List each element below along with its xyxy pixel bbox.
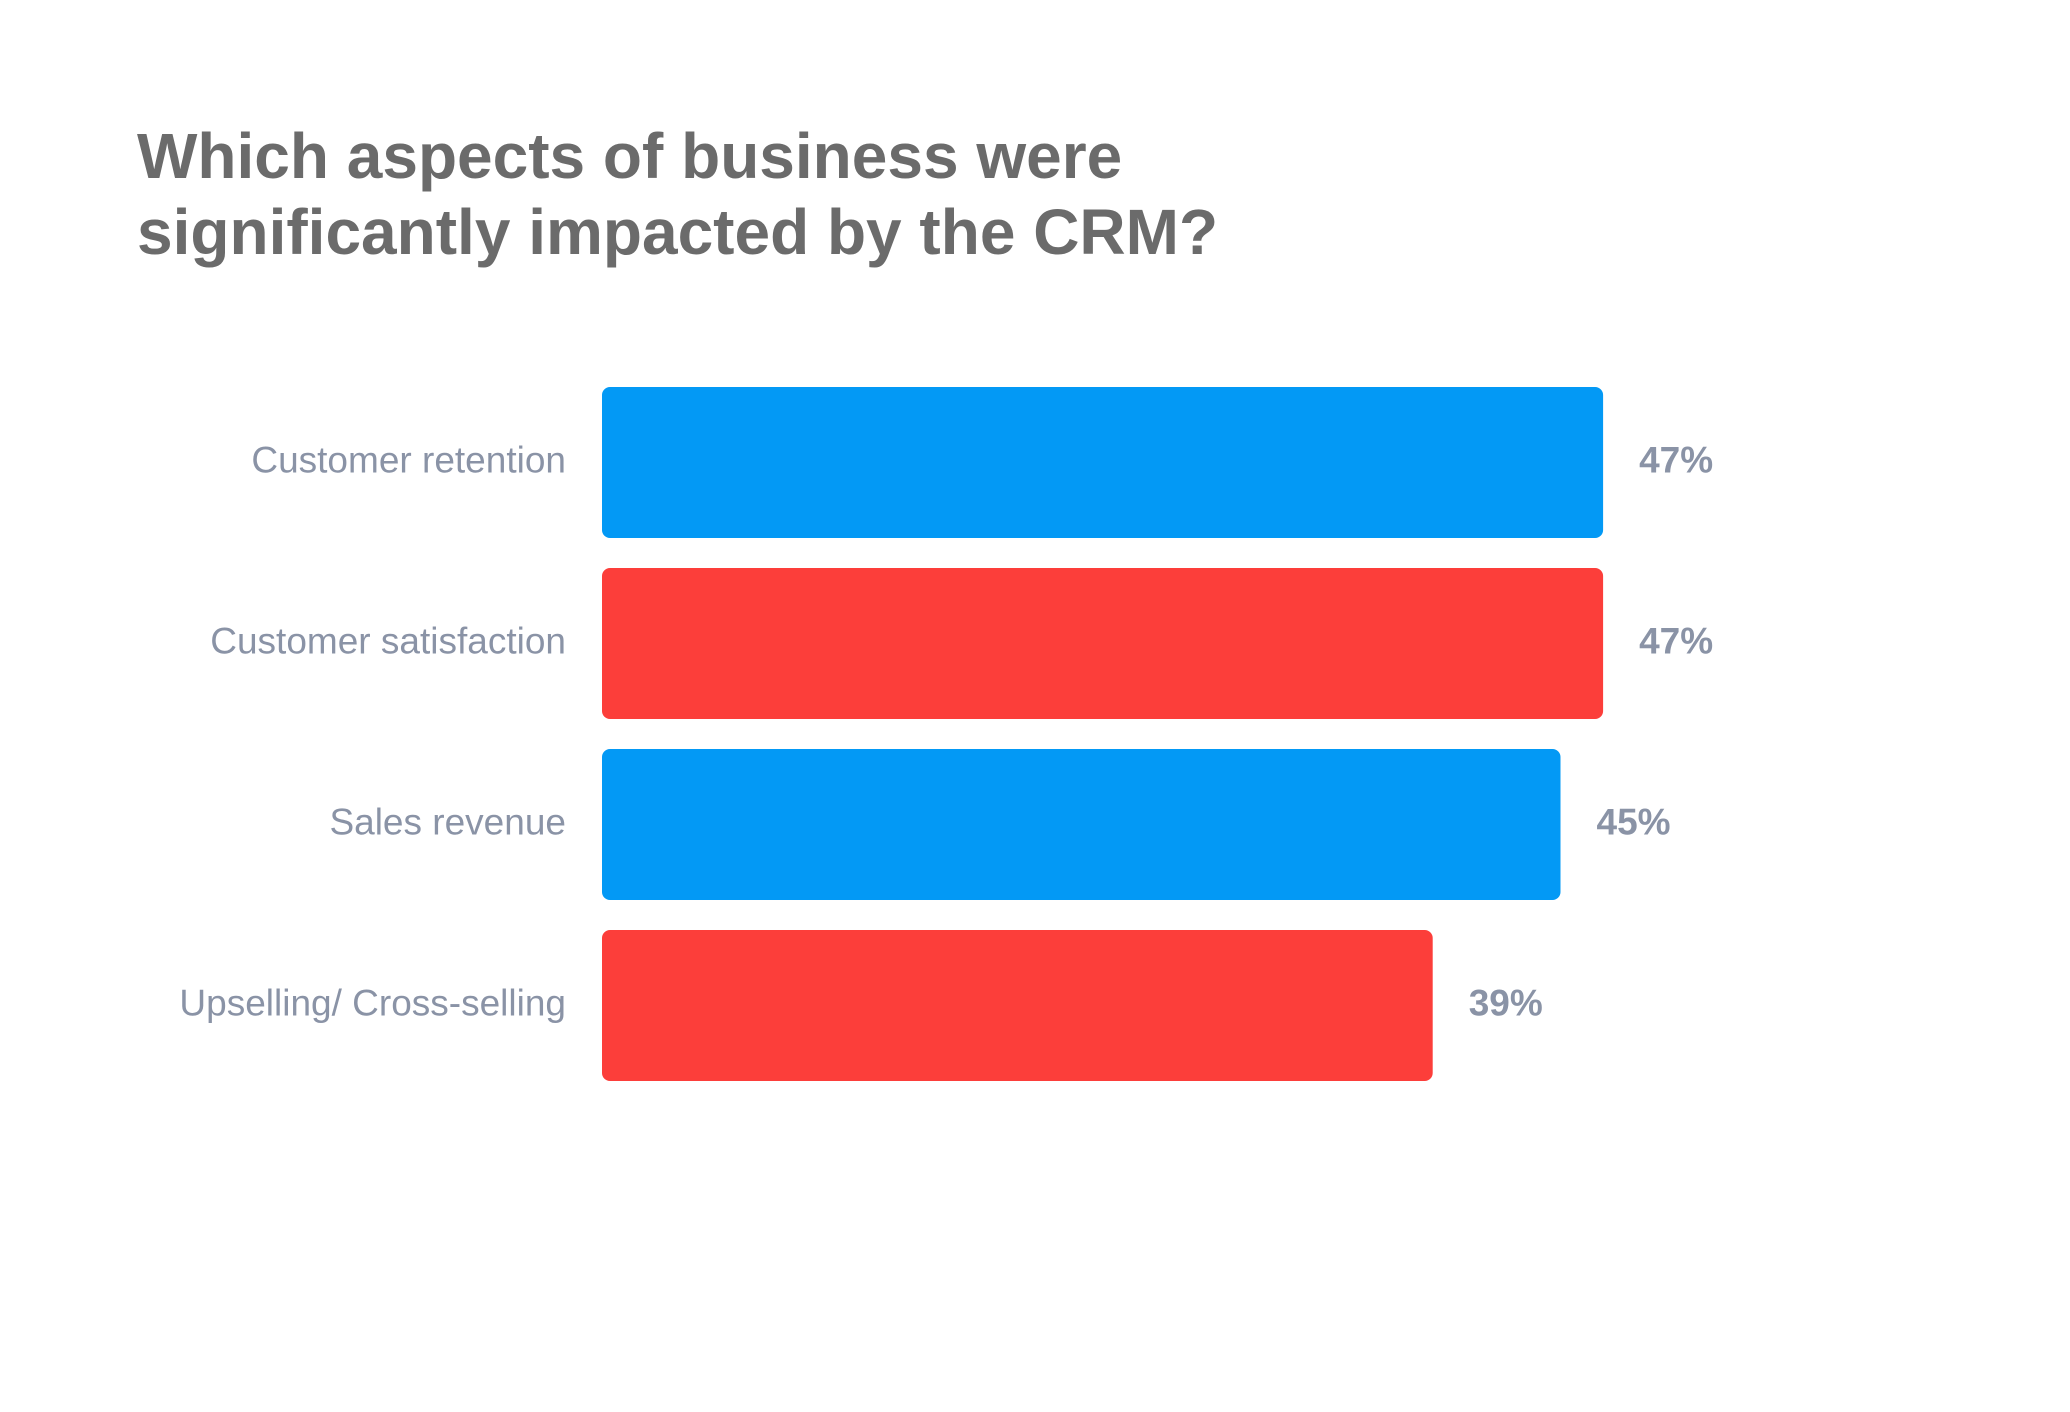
category-label: Customer satisfaction: [210, 620, 566, 661]
bar: [602, 387, 1604, 538]
category-label: Sales revenue: [329, 801, 566, 842]
bar: [602, 930, 1433, 1081]
chart-title: Which aspects of business were significa…: [137, 120, 1219, 268]
value-label: 47%: [1639, 620, 1713, 661]
bar: [602, 749, 1561, 900]
value-label: 47%: [1639, 439, 1713, 480]
bar: [602, 568, 1604, 719]
category-label: Upselling/ Cross-selling: [179, 982, 566, 1023]
value-label: 39%: [1469, 982, 1543, 1023]
category-label: Customer retention: [251, 439, 566, 480]
value-label: 45%: [1597, 801, 1671, 842]
